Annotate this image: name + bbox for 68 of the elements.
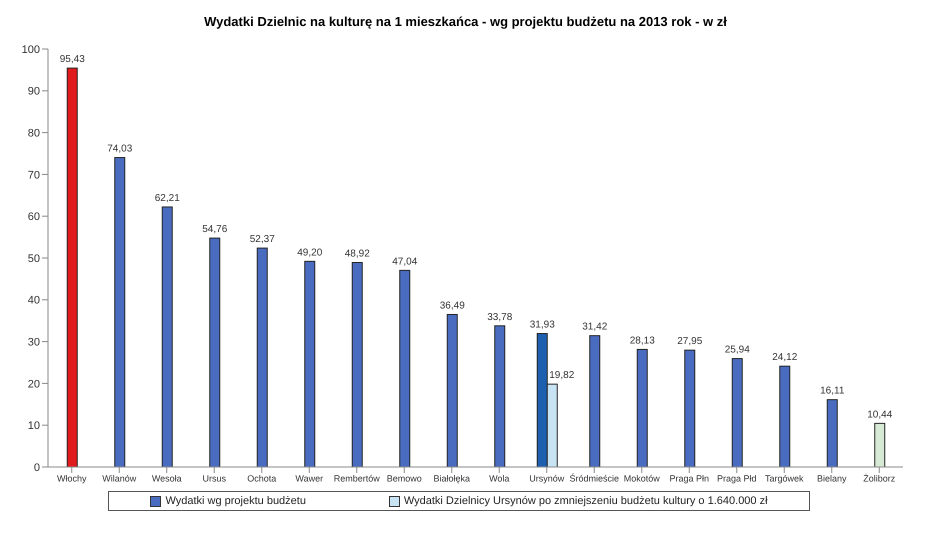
- x-tick-label: Żoliborz: [863, 473, 896, 484]
- y-tick-label: 70: [28, 169, 40, 182]
- bar: [66, 68, 78, 467]
- data-label: 19,82: [549, 370, 575, 382]
- bar: [826, 399, 838, 467]
- x-tick-label: Włochy: [56, 473, 87, 484]
- x-tick-label: Wesoła: [152, 473, 182, 484]
- bar: [779, 366, 790, 467]
- x-tick-label: Białołęka: [433, 473, 470, 484]
- x-tick-label: Rembertów: [334, 473, 380, 484]
- bar: [352, 262, 363, 467]
- y-tick-label: 20: [28, 378, 40, 390]
- data-label: 62,21: [154, 192, 180, 204]
- x-tick-label: Śródmieście: [569, 472, 620, 484]
- data-label: 95,43: [60, 54, 86, 66]
- y-tick-label: 40: [28, 294, 40, 307]
- y-tick-label: 90: [28, 86, 40, 98]
- x-tick-label: Bielany: [816, 473, 847, 484]
- legend-label: Wydatki Dzielnicy Ursynów po zmniejszeniu budżetu kultury o 1.640.000 zł: [402, 495, 768, 507]
- x-tick-label: Bemowo: [386, 473, 422, 484]
- x-tick-label: Wawer: [295, 473, 324, 484]
- x-tick-label: Praga Płn: [669, 473, 710, 484]
- bar: [162, 206, 173, 467]
- data-label: 49,20: [297, 247, 323, 258]
- bar: [636, 348, 648, 467]
- x-tick-label: Wola: [489, 473, 510, 484]
- data-label: 31,93: [530, 320, 556, 331]
- bar: [589, 335, 600, 467]
- y-tick-label: 30: [28, 336, 40, 349]
- x-tick-label: Targówek: [764, 473, 804, 484]
- x-tick-label: Ursus: [202, 473, 226, 484]
- x-tick-label: Mokotów: [624, 473, 660, 484]
- data-label: 31,42: [582, 322, 608, 333]
- bar: [732, 358, 743, 467]
- data-label: 10,44: [867, 409, 893, 420]
- bar: [209, 238, 220, 467]
- data-label: 48,92: [344, 248, 370, 260]
- data-label: 28,13: [630, 335, 656, 346]
- data-label: 25,94: [724, 344, 750, 356]
- legend-label: Wydatki wg projektu budżetu: [164, 495, 306, 507]
- y-tick-label: 10: [28, 420, 40, 432]
- bar: [494, 325, 506, 467]
- bar: [399, 270, 410, 467]
- chart-title: Wydatki Dzielnic na kulturę na 1 mieszkańca - wg projektu budżetu na 2013 rok - w zł: [203, 14, 728, 29]
- bar: [446, 314, 458, 467]
- bar: [684, 350, 696, 467]
- y-tick-label: 100: [22, 44, 40, 56]
- data-label: 16,11: [820, 386, 845, 397]
- y-tick-label: 80: [28, 128, 40, 140]
- x-tick-label: Ochota: [247, 473, 276, 484]
- data-label: 52,37: [250, 234, 276, 246]
- bar: [304, 260, 316, 467]
- data-label: 27,95: [677, 336, 703, 348]
- y-tick-label: 60: [28, 211, 40, 224]
- x-tick-label: Praga Płd: [716, 473, 757, 484]
- data-label: 54,76: [202, 224, 228, 236]
- bar: [114, 157, 126, 467]
- data-label: 36,49: [440, 300, 466, 312]
- data-label: 47,04: [392, 256, 418, 268]
- y-tick-label: 0: [34, 462, 40, 474]
- x-tick-label: Wilanów: [102, 473, 137, 484]
- bar: [874, 422, 886, 467]
- data-label: 74,03: [107, 144, 133, 155]
- x-tick-label: Ursynów: [529, 473, 565, 484]
- data-label: 24,12: [772, 352, 798, 364]
- y-tick-label: 50: [28, 252, 40, 265]
- data-label: 33,78: [487, 312, 513, 323]
- bar: [256, 248, 268, 467]
